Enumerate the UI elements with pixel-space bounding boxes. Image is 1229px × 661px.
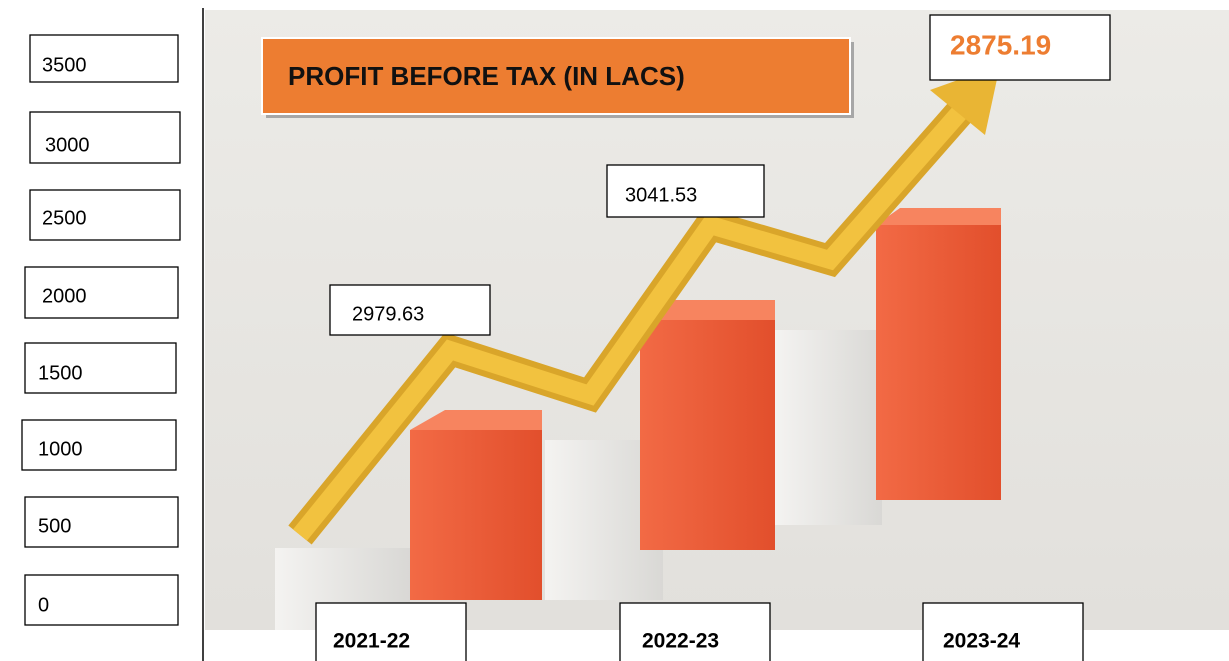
value-box: [929, 14, 1111, 81]
label-box: [24, 342, 177, 394]
label-box: [24, 574, 179, 626]
label-box: [29, 189, 181, 241]
value-label: 3041.53: [625, 184, 697, 206]
year-box: [922, 602, 1084, 661]
label-box: [24, 496, 179, 548]
label-box: [29, 34, 179, 83]
y-label: 1000: [38, 438, 83, 460]
year-label: 2023-24: [943, 630, 1020, 653]
label-box: [24, 266, 179, 319]
value-box: [329, 284, 491, 336]
decorative-bars: [275, 208, 1001, 630]
y-label: 3500: [42, 54, 87, 76]
value-box: [606, 164, 765, 218]
title: PROFIT BEFORE TAX (IN LACS): [288, 61, 685, 91]
label-box: [29, 111, 181, 164]
y-label: 3000: [45, 134, 90, 156]
title-box: [261, 37, 851, 115]
year-label: 2022-23: [642, 630, 719, 653]
year-label: 2021-22: [333, 630, 410, 653]
year-box: [315, 602, 467, 661]
y-label: 2500: [42, 207, 87, 229]
y-label: 2000: [42, 285, 87, 307]
y-label: 0: [38, 594, 49, 616]
decorative-arrow: [288, 65, 1000, 545]
label-box: [21, 419, 177, 471]
value-label: 2979.63: [352, 303, 424, 325]
y-label: 1500: [38, 362, 83, 384]
value-label: 2875.19: [950, 29, 1051, 60]
year-box: [619, 602, 771, 661]
y-label: 500: [38, 515, 71, 537]
